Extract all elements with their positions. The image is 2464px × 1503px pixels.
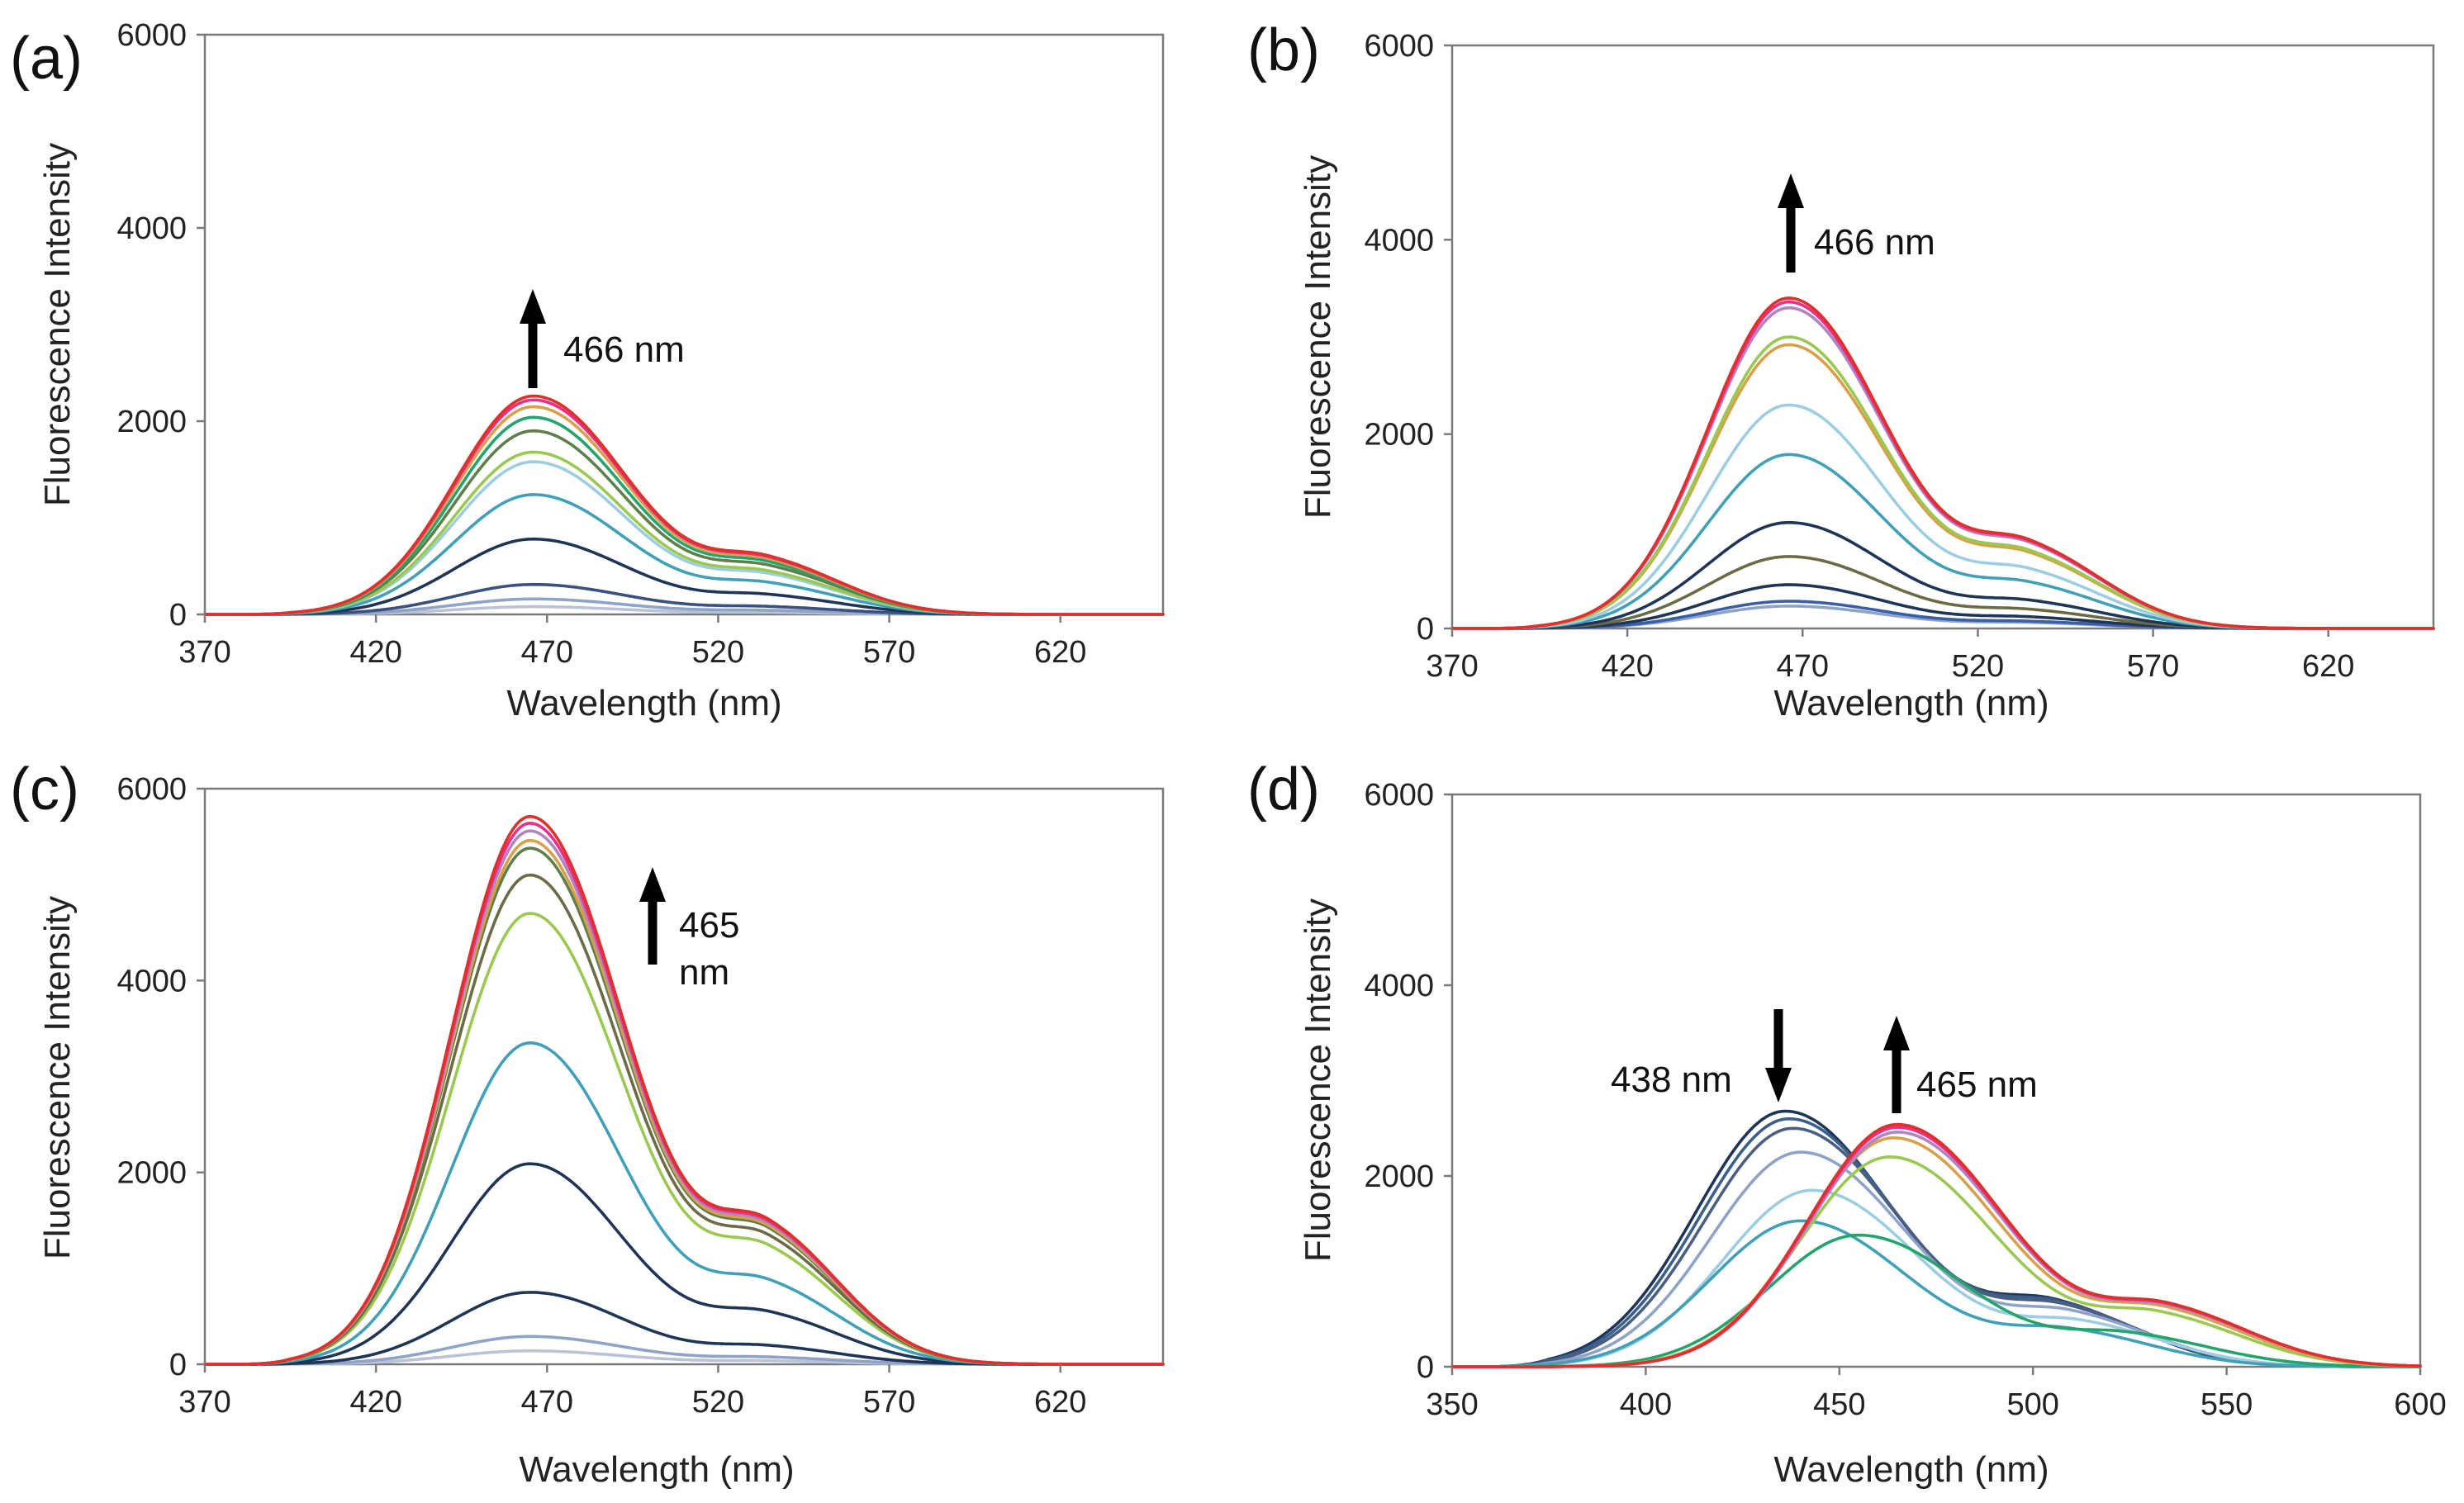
annotation-c-line2: nm xyxy=(679,952,729,993)
arrow-up-c-head xyxy=(639,867,666,902)
x-tick-label-b: 570 xyxy=(2127,649,2179,684)
panel-label-d: (d) xyxy=(1247,756,1320,823)
annotation-d-left: 438 nm xyxy=(1611,1060,1732,1100)
x-axis-title-d: Wavelength (nm) xyxy=(1773,1449,2049,1490)
y-tick-label-d: 0 xyxy=(1417,1350,1434,1385)
x-tick-label-b: 520 xyxy=(1952,649,2004,684)
x-tick-label-c: 570 xyxy=(863,1385,915,1420)
y-tick-label-d: 4000 xyxy=(1364,969,1434,1003)
x-tick-label-d: 550 xyxy=(2201,1387,2253,1422)
y-tick-label-a: 2000 xyxy=(116,405,187,439)
x-tick-label-a: 620 xyxy=(1034,635,1086,670)
x-axis-title-b: Wavelength (nm) xyxy=(1773,683,2049,723)
series-line-a-12 xyxy=(203,394,1165,616)
annotation-a: 466 nm xyxy=(563,330,685,370)
annotation-arrows xyxy=(520,173,1910,1113)
series-line-c-12 xyxy=(203,814,1165,1366)
y-axis-title-c: Fluorescence Intensity xyxy=(37,896,78,1259)
y-tick-label-b: 6000 xyxy=(1364,29,1434,64)
plot-frame-a xyxy=(203,33,1165,616)
annotation-b: 466 nm xyxy=(1814,222,1935,263)
y-tick-label-d: 6000 xyxy=(1364,778,1434,813)
x-tick-label-d: 600 xyxy=(2394,1387,2446,1422)
y-tick-label-b: 0 xyxy=(1417,612,1434,647)
panel-label-a: (a) xyxy=(10,26,83,92)
series-line-d-12 xyxy=(1450,1122,2422,1368)
y-tick-label-c: 2000 xyxy=(116,1156,187,1191)
y-tick-label-a: 6000 xyxy=(116,18,187,53)
x-tick-label-d: 500 xyxy=(2006,1387,2058,1422)
x-tick-label-c: 370 xyxy=(178,1385,230,1420)
x-axis-title-a: Wavelength (nm) xyxy=(506,683,781,723)
x-tick-label-c: 620 xyxy=(1034,1385,1086,1420)
panel-b: (b) 370 420 470 520 570 620 0 2000 4000 6000 Wave… xyxy=(1247,17,2435,723)
x-tick-label-d: 450 xyxy=(1813,1387,1865,1422)
x-tick-label-c: 420 xyxy=(349,1385,401,1420)
x-tick-label-c: 470 xyxy=(521,1385,573,1420)
annotation-c-line1: 465 xyxy=(679,905,739,946)
panel-label-c: (c) xyxy=(10,756,79,823)
annotation-d-right: 465 nm xyxy=(1916,1064,2038,1105)
plot-frame-c xyxy=(203,787,1165,1366)
panel-label-b: (b) xyxy=(1247,17,1320,83)
y-tick-label-b: 2000 xyxy=(1364,418,1434,453)
x-tick-label-a: 470 xyxy=(521,635,573,670)
arrow-up-b-head xyxy=(1778,173,1804,208)
plot-frame-d xyxy=(1450,793,2422,1368)
y-tick-label-c: 4000 xyxy=(116,964,187,998)
plot-frame-b xyxy=(1450,44,2435,630)
y-tick-label-a: 0 xyxy=(169,598,187,633)
x-tick-label-b: 470 xyxy=(1777,649,1829,684)
panel-a: (a) 370 420 470 520 570 620 0 2000 4000 6000 Wave… xyxy=(10,18,1165,723)
y-tick-label-c: 6000 xyxy=(116,772,187,807)
x-tick-label-a: 420 xyxy=(349,635,401,670)
y-axis-title-b: Fluorescence Intensity xyxy=(1298,155,1338,519)
y-tick-label-c: 0 xyxy=(169,1348,187,1382)
x-tick-label-c: 520 xyxy=(692,1385,744,1420)
panel-c: (c) 370 420 470 520 570 620 0 2000 4000 6000 Wave… xyxy=(10,756,1165,1490)
x-tick-label-d: 400 xyxy=(1620,1387,1672,1422)
series-line-d-6 xyxy=(1450,1219,2422,1368)
x-tick-label-b: 620 xyxy=(2302,649,2354,684)
y-tick-label-b: 4000 xyxy=(1364,223,1434,258)
arrow-up-d-head xyxy=(1883,1016,1910,1050)
series-line-b-12 xyxy=(1450,296,2435,630)
y-axis-title-d: Fluorescence Intensity xyxy=(1298,898,1338,1262)
x-axis-title-c: Wavelength (nm) xyxy=(519,1449,794,1490)
x-tick-label-a: 370 xyxy=(178,635,230,670)
x-tick-label-b: 420 xyxy=(1601,649,1653,684)
x-tick-label-a: 520 xyxy=(692,635,744,670)
x-tick-label-a: 570 xyxy=(863,635,915,670)
arrow-down-d-head xyxy=(1765,1068,1792,1102)
x-tick-label-b: 370 xyxy=(1426,649,1478,684)
x-tick-label-d: 350 xyxy=(1426,1387,1478,1422)
arrow-up-a-head xyxy=(520,289,546,324)
y-axis-title-a: Fluorescence Intensity xyxy=(37,143,78,506)
y-tick-label-a: 4000 xyxy=(116,211,187,246)
y-tick-label-d: 2000 xyxy=(1364,1159,1434,1194)
